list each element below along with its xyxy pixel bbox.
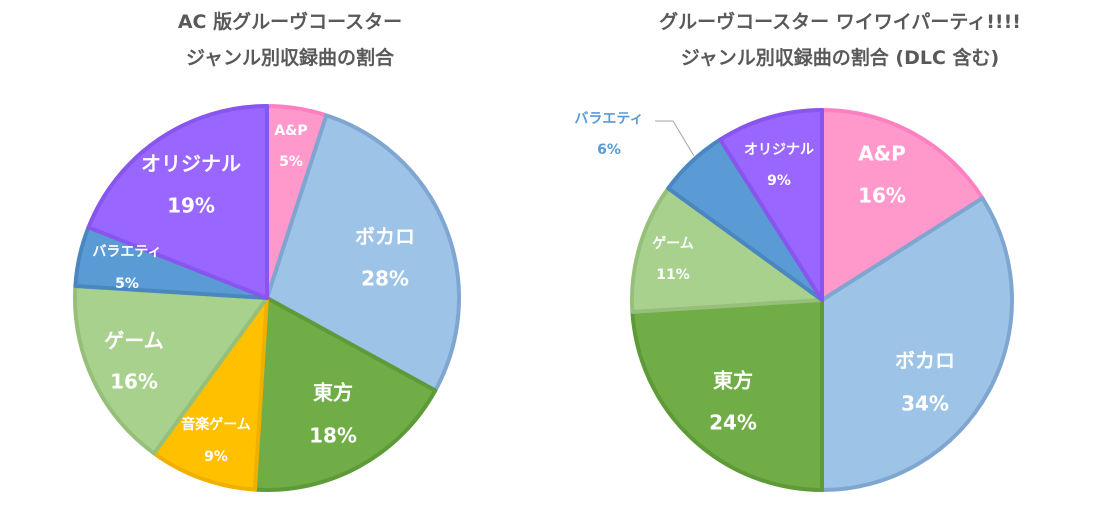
slice-percent-party-2: 24% (709, 411, 757, 435)
chart-title-ac-line2: ジャンル別収録曲の割合 (185, 47, 395, 69)
leader-line-party-0 (655, 120, 695, 157)
slice-label-ac-1: ボカロ (355, 225, 415, 249)
chart-title-party-line1: グルーヴコースター ワイワイパーティ!!!! (659, 11, 1021, 33)
pie-ac: A&P 5% ボカロ 28% 東方 18% 音楽ゲーム 9% ゲーム 16% バラエティ 5% オリジナ… (73, 104, 461, 492)
pie-slice-party-5 (718, 108, 824, 302)
pie-slice-ac-3 (152, 296, 269, 492)
slice-label-party-2: 東方 (713, 369, 753, 393)
slice-label-ac-0: A&P (274, 123, 307, 139)
chart-title-ac-line1: AC 版グルーヴコースター (177, 11, 403, 33)
pie-slice-party-1 (820, 196, 1014, 492)
pie-slice-party-0 (820, 108, 985, 302)
slice-percent-ac-4: 16% (110, 370, 158, 394)
slice-label-ac-2: 東方 (313, 381, 353, 405)
slice-label-party-3: ゲーム (652, 235, 694, 252)
pie-slice-party-3 (630, 186, 824, 314)
slice-percent-party-3: 11% (656, 267, 690, 283)
chart-title-ac: AC 版グルーヴコースター ジャンル別収録曲の割合 (40, 4, 540, 76)
slice-label-party-1: ボカロ (895, 349, 955, 373)
slice-label-ac-4: ゲーム (104, 329, 163, 353)
slice-label-ac-6: オリジナル (141, 152, 241, 176)
slice-percent-party-4: 6% (597, 142, 621, 158)
slice-percent-ac-5: 5% (115, 276, 139, 292)
pie-slice-ac-6 (86, 104, 269, 300)
pie-slice-ac-4 (73, 283, 269, 456)
pie-party: A&P 16% ボカロ 34% 東方 24% ゲーム 11% バラエティ 6% オリジナル 9% (574, 108, 1014, 492)
chart-title-party-line2: ジャンル別収録曲の割合 (DLC 含む) (680, 47, 1000, 69)
slice-percent-party-0: 16% (858, 184, 906, 208)
pie-slice-party-2 (630, 298, 824, 492)
slice-label-ac-3: 音楽ゲーム (181, 416, 251, 433)
slice-label-party-5: オリジナル (744, 142, 814, 158)
slice-percent-ac-0: 5% (279, 154, 303, 170)
slice-label-party-4: バラエティ (574, 111, 643, 127)
slice-percent-ac-3: 9% (204, 449, 228, 465)
slice-percent-party-1: 34% (901, 392, 949, 416)
slice-percent-ac-2: 18% (309, 424, 357, 448)
slice-label-ac-5: バラエティ (92, 244, 161, 260)
chart-title-party: グルーヴコースター ワイワイパーティ!!!! ジャンル別収録曲の割合 (DLC … (570, 4, 1110, 76)
slice-label-party-0: A&P (858, 142, 906, 166)
pie-slice-ac-2 (252, 296, 438, 492)
slice-percent-ac-6: 19% (167, 194, 215, 218)
slice-percent-party-5: 9% (767, 173, 791, 189)
slice-percent-ac-1: 28% (361, 267, 409, 291)
pie-slice-ac-1 (265, 113, 461, 393)
